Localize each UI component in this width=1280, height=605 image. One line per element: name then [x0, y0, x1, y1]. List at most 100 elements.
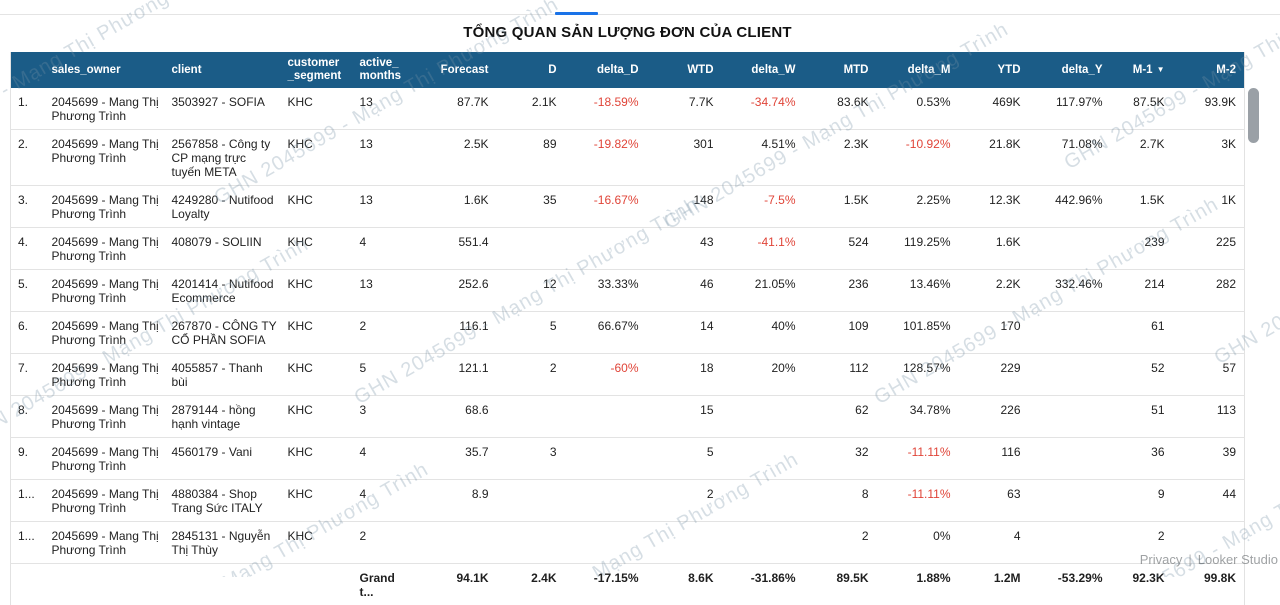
column-header-Forecast[interactable]: Forecast — [413, 52, 497, 88]
table-cell: KHC — [281, 88, 353, 130]
table-cell: 3 — [353, 396, 413, 438]
table-cell — [1029, 522, 1111, 564]
table-cell: 524 — [804, 228, 877, 270]
table-cell: 2.5K — [413, 130, 497, 186]
table-cell: 35 — [497, 186, 565, 228]
table-cell: 2 — [647, 480, 722, 522]
table-cell: 6. — [11, 312, 45, 354]
table-cell: 3503927 - SOFIA — [165, 88, 281, 130]
table-cell: -18.59% — [565, 88, 647, 130]
table-cell: 2.7K — [1111, 130, 1173, 186]
table-cell: 9. — [11, 438, 45, 480]
table-cell: 13.46% — [877, 270, 959, 312]
table-cell: 35.7 — [413, 438, 497, 480]
table-cell: 87.7K — [413, 88, 497, 130]
table-cell: 226 — [959, 396, 1029, 438]
column-header-customer_segment[interactable]: customer _segment — [281, 52, 353, 88]
column-header-active_months[interactable]: active_ months — [353, 52, 413, 88]
column-header-M-1[interactable]: M-1▼ — [1111, 52, 1173, 88]
table-cell — [1029, 396, 1111, 438]
table-cell: 117.97% — [1029, 88, 1111, 130]
table-cell: -41.1% — [722, 228, 804, 270]
looker-studio-link[interactable]: Looker Studio — [1198, 552, 1278, 567]
table-cell: 119.25% — [877, 228, 959, 270]
column-header-delta_Y[interactable]: delta_Y — [1029, 52, 1111, 88]
table-cell: 13 — [353, 88, 413, 130]
privacy-link[interactable]: Privacy — [1140, 552, 1183, 567]
table-cell: 2045699 - Mang Thị Phương Trình — [45, 228, 165, 270]
table-cell: 71.08% — [1029, 130, 1111, 186]
vertical-scrollbar[interactable] — [1247, 88, 1259, 577]
table-cell — [722, 522, 804, 564]
table-cell — [1029, 480, 1111, 522]
table-cell: 2045699 - Mang Thị Phương Trình — [45, 438, 165, 480]
table-cell: 36 — [1111, 438, 1173, 480]
column-header-D[interactable]: D — [497, 52, 565, 88]
footer-divider: | — [1188, 552, 1191, 567]
table-cell: 5. — [11, 270, 45, 312]
column-header-delta_D[interactable]: delta_D — [565, 52, 647, 88]
table-cell: 66.67% — [565, 312, 647, 354]
table-cell: 101.85% — [877, 312, 959, 354]
table-cell: -11.11% — [877, 480, 959, 522]
table-cell: KHC — [281, 130, 353, 186]
table-cell: 21.05% — [722, 270, 804, 312]
table-cell: 4560179 - Vani — [165, 438, 281, 480]
table-cell: 9 — [1111, 480, 1173, 522]
grand-total-cell: 92.3K — [1111, 564, 1173, 605]
column-header-row-number[interactable] — [11, 52, 45, 88]
table-cell: 332.46% — [1029, 270, 1111, 312]
table-cell: KHC — [281, 270, 353, 312]
grand-total-cell: -31.86% — [722, 564, 804, 605]
column-header-M-2[interactable]: M-2 — [1173, 52, 1245, 88]
table-cell: KHC — [281, 354, 353, 396]
grand-total-cell: 94.1K — [413, 564, 497, 605]
table-cell: 4249280 - Nutifood Loyalty — [165, 186, 281, 228]
table-cell: 112 — [804, 354, 877, 396]
table-cell: 2.3K — [804, 130, 877, 186]
table-cell — [497, 480, 565, 522]
table-cell: 3K — [1173, 130, 1245, 186]
table-cell: -16.67% — [565, 186, 647, 228]
column-header-WTD[interactable]: WTD — [647, 52, 722, 88]
table-cell: 62 — [804, 396, 877, 438]
page-title: TỔNG QUAN SẢN LƯỢNG ĐƠN CỦA CLIENT — [0, 24, 1255, 41]
column-header-YTD[interactable]: YTD — [959, 52, 1029, 88]
column-header-MTD[interactable]: MTD — [804, 52, 877, 88]
column-header-delta_M[interactable]: delta_M — [877, 52, 959, 88]
table-cell: 2.1K — [497, 88, 565, 130]
table-cell: 1K — [1173, 186, 1245, 228]
table-cell: -11.11% — [877, 438, 959, 480]
table-cell — [722, 396, 804, 438]
table-cell: 13 — [353, 130, 413, 186]
table-cell: 3. — [11, 186, 45, 228]
table-cell: 1.5K — [1111, 186, 1173, 228]
table-cell — [1029, 228, 1111, 270]
table-cell: KHC — [281, 312, 353, 354]
table-cell: -19.82% — [565, 130, 647, 186]
table-cell: 2045699 - Mang Thị Phương Trình — [45, 480, 165, 522]
table-cell: 170 — [959, 312, 1029, 354]
table-cell: 5 — [353, 354, 413, 396]
table-cell: KHC — [281, 480, 353, 522]
table-cell: 1.6K — [959, 228, 1029, 270]
table-cell: 4.51% — [722, 130, 804, 186]
column-header-sales_owner[interactable]: sales_owner — [45, 52, 165, 88]
table-cell: 2045699 - Mang Thị Phương Trình — [45, 88, 165, 130]
column-header-delta_W[interactable]: delta_W — [722, 52, 804, 88]
table-cell: KHC — [281, 396, 353, 438]
table-cell: 0.53% — [877, 88, 959, 130]
table-cell: 57 — [1173, 354, 1245, 396]
column-header-client[interactable]: client — [165, 52, 281, 88]
table-cell: 89 — [497, 130, 565, 186]
table-cell: 18 — [647, 354, 722, 396]
table-cell: 2. — [11, 130, 45, 186]
scrollbar-thumb[interactable] — [1248, 88, 1259, 143]
